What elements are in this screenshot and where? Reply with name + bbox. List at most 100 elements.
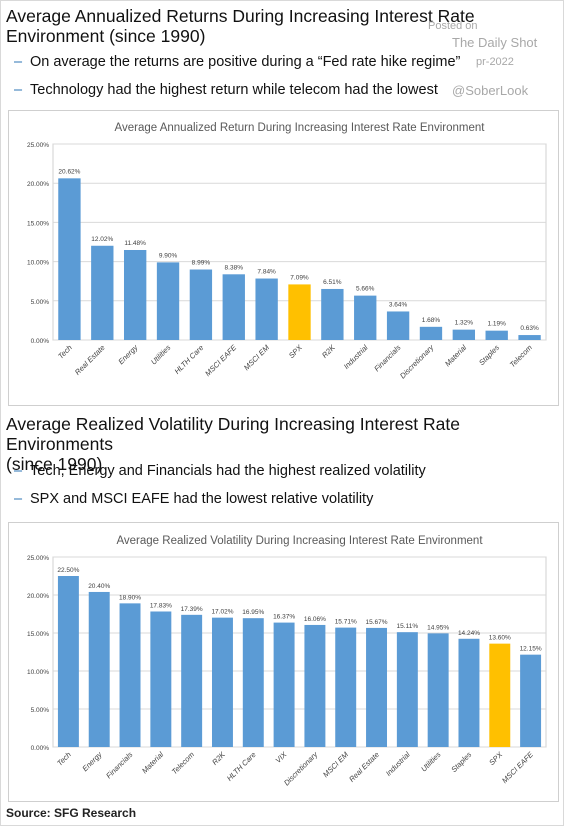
data-label: 1.19%	[487, 321, 506, 328]
bar	[485, 330, 508, 340]
bar	[181, 614, 203, 747]
bullet-dash-icon: –	[14, 54, 23, 70]
data-label: 12.02%	[91, 236, 113, 243]
watermark-brand: The Daily Shot	[452, 35, 538, 50]
bar	[396, 632, 418, 747]
watermark-posted-on: Posted on	[428, 20, 478, 32]
y-tick-label: 20.00%	[27, 181, 49, 188]
data-label: 15.71%	[335, 619, 357, 626]
bar	[366, 627, 388, 747]
data-label: 5.66%	[356, 286, 375, 293]
bar	[58, 178, 81, 340]
y-tick-label: 0.00%	[31, 745, 50, 752]
y-tick-label: 10.00%	[27, 260, 49, 267]
data-label: 16.95%	[242, 609, 264, 616]
x-category-label: Financials	[372, 343, 402, 373]
x-category-label: Real Estate	[347, 750, 381, 784]
bar	[321, 288, 344, 340]
data-label: 14.24%	[458, 630, 480, 637]
bar	[335, 627, 357, 747]
y-tick-label: 20.00%	[27, 593, 49, 600]
x-category-label: Energy	[80, 749, 104, 773]
y-tick-label: 5.00%	[31, 707, 50, 714]
x-category-label: R2K	[210, 749, 227, 766]
x-category-label: Utilities	[149, 343, 173, 367]
x-category-label: HLTH Care	[225, 750, 258, 783]
bar	[520, 654, 542, 747]
data-label: 6.51%	[323, 279, 342, 286]
y-tick-label: 0.00%	[31, 338, 50, 345]
x-category-label: VIX	[274, 749, 290, 765]
x-category-label: Material	[443, 343, 468, 368]
bullet-text: Tech, Energy and Financials had the high…	[30, 463, 426, 479]
data-label: 15.11%	[397, 623, 419, 630]
data-label: 1.32%	[455, 320, 474, 327]
x-category-label: MSCI EM	[242, 343, 272, 373]
bar	[386, 311, 410, 340]
data-label: 7.84%	[257, 269, 276, 276]
section1-title: Average Annualized Returns During Increa…	[6, 6, 475, 46]
data-label: 22.50%	[57, 567, 79, 574]
bar	[189, 269, 213, 340]
data-label: 15.67%	[366, 619, 388, 626]
x-category-label: Energy	[116, 342, 140, 366]
x-category-label: Telecom	[508, 343, 534, 369]
section1-bullet-2: – Technology had the highest return while…	[14, 81, 438, 99]
bar	[123, 249, 147, 340]
section1-bullet-1: – On average the returns are positive dur…	[14, 53, 460, 71]
bullet-text: On average the returns are positive duri…	[30, 54, 461, 70]
x-category-label: Staples	[449, 750, 473, 774]
y-tick-label: 10.00%	[27, 669, 49, 676]
data-label: 20.40%	[88, 583, 110, 590]
watermark-date: pr-2022	[476, 56, 514, 68]
x-category-label: Real Estate	[73, 343, 107, 377]
data-label: 0.63%	[520, 325, 539, 332]
source-note: Source: SFG Research	[6, 806, 137, 820]
data-label: 3.64%	[389, 301, 408, 308]
x-category-label: Utilities	[419, 750, 443, 774]
bar	[354, 295, 377, 340]
x-category-label: Tech	[56, 343, 74, 361]
data-label: 18.90%	[119, 594, 141, 601]
bar	[156, 262, 180, 340]
y-tick-label: 5.00%	[31, 299, 50, 306]
data-label: 9.90%	[159, 252, 178, 259]
section2-bullet-2: – SPX and MSCI EAFE had the lowest relati…	[14, 490, 373, 508]
bullet-text: Technology had the highest return while …	[30, 82, 438, 98]
returns-chart-box: Average Annualized Return During Increas…	[8, 110, 559, 406]
data-label: 17.39%	[181, 606, 203, 613]
volatility-chart: Average Realized Volatility During Incre…	[27, 535, 547, 787]
data-label: 8.38%	[225, 264, 244, 271]
bar	[452, 329, 476, 340]
bar	[119, 603, 141, 747]
bar	[57, 576, 79, 747]
bullet-dash-icon: –	[14, 82, 23, 98]
returns-chart: Average Annualized Return During Increas…	[27, 122, 547, 380]
x-category-label: MSCI EAFE	[203, 342, 239, 378]
bar	[304, 624, 326, 747]
bar	[518, 335, 541, 340]
data-label: 17.02%	[211, 609, 233, 616]
bar	[288, 284, 311, 340]
y-tick-label: 15.00%	[27, 220, 49, 227]
bullet-dash-icon: –	[14, 463, 23, 479]
x-category-label: Staples	[477, 343, 501, 367]
data-label: 1.68%	[422, 317, 441, 324]
data-label: 16.37%	[273, 614, 295, 621]
y-tick-label: 15.00%	[27, 631, 49, 638]
section2-bullet-1: – Tech, Energy and Financials had the hig…	[14, 462, 426, 480]
x-category-label: Industrial	[342, 343, 370, 371]
bar	[88, 591, 110, 747]
watermark-handle: @SoberLook	[452, 83, 529, 98]
bar	[489, 643, 511, 747]
data-label: 8.99%	[192, 260, 211, 267]
bar	[222, 274, 245, 340]
data-label: 13.60%	[489, 635, 511, 642]
bullet-text: SPX and MSCI EAFE had the lowest relativ…	[30, 491, 374, 507]
bar	[150, 611, 172, 747]
x-category-label: MSCI EAFE	[500, 749, 536, 785]
x-category-label: Discretionary	[398, 342, 436, 380]
bar	[273, 622, 295, 747]
x-category-label: Discretionary	[282, 749, 320, 787]
x-category-label: HLTH Care	[173, 343, 206, 376]
